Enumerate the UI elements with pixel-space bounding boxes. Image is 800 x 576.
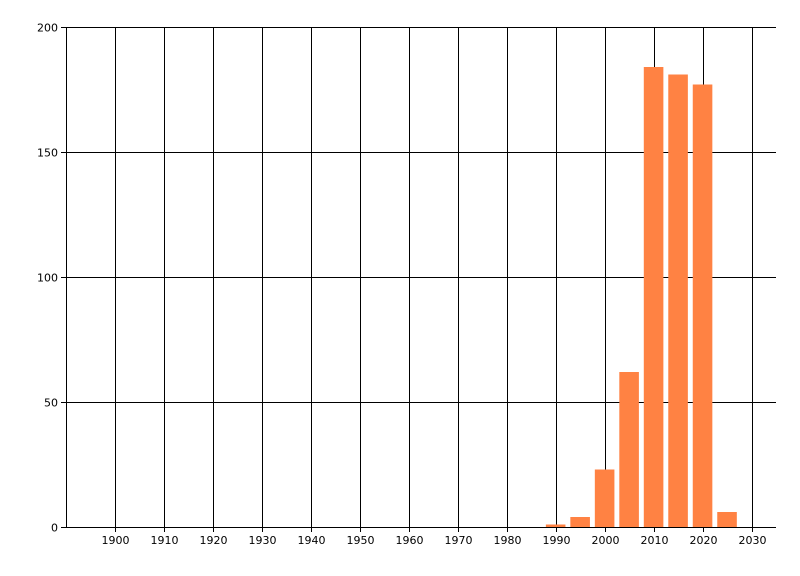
- x-tick-label: 1970: [445, 534, 473, 547]
- bar-2005: [619, 372, 639, 527]
- tick-labels: 1900 1910 1920 1930 1940 1950 1960 1970 1980 1990…: [37, 22, 767, 548]
- bar-2025: [717, 512, 737, 527]
- bar-1990: [545, 524, 566, 527]
- x-tick-label: 1900: [102, 534, 130, 547]
- y-tick-label: 50: [44, 397, 58, 410]
- x-tick-label: 1980: [494, 534, 522, 547]
- y-tick-label: 150: [37, 147, 58, 160]
- y-tick-label: 100: [37, 272, 58, 285]
- x-tick-label: 1950: [347, 534, 375, 547]
- bar-2015: [668, 74, 688, 527]
- x-tick-label: 1940: [298, 534, 326, 547]
- bar-2000: [594, 469, 615, 527]
- x-tick-label: 1910: [151, 534, 179, 547]
- bar-1995: [570, 517, 590, 527]
- x-tick-label: 2020: [690, 534, 718, 547]
- y-tick-label: 0: [51, 522, 58, 535]
- x-tick-label: 1960: [396, 534, 424, 547]
- x-tick-label: 1990: [543, 534, 571, 547]
- axes: [66, 27, 776, 528]
- x-tick-label: 1920: [200, 534, 228, 547]
- x-tick-label: 2000: [592, 534, 620, 547]
- bar-2010: [643, 67, 664, 527]
- bars: [545, 67, 737, 527]
- bar-2020: [692, 84, 713, 527]
- x-tick-label: 2010: [641, 534, 669, 547]
- x-tick-label: 1930: [249, 534, 277, 547]
- x-tick-label: 2030: [739, 534, 767, 547]
- y-tick-label: 200: [37, 22, 58, 35]
